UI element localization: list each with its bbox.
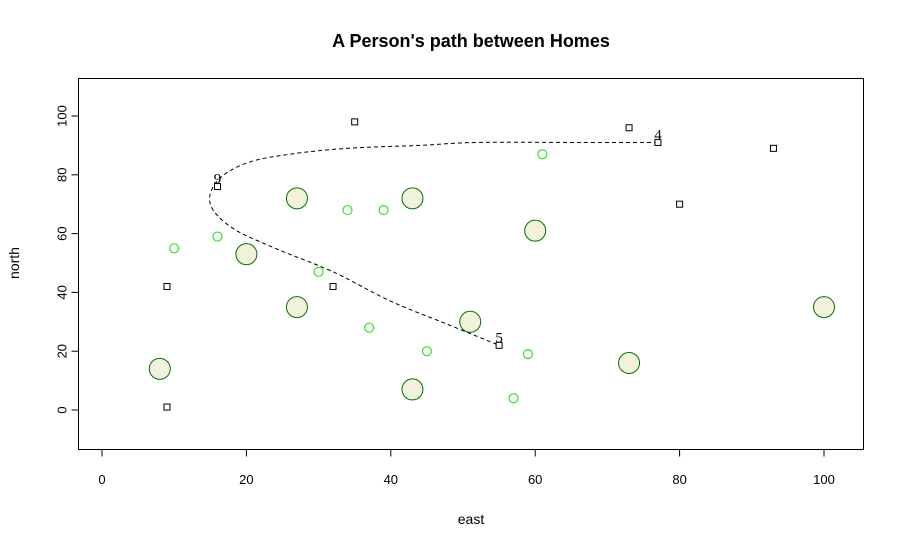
square-point <box>329 283 337 291</box>
large-circle-point <box>285 187 308 210</box>
plot-frame <box>78 78 864 450</box>
point-label: 5 <box>495 330 503 346</box>
square-point <box>214 183 222 191</box>
y-tick-label: 100 <box>55 105 70 127</box>
large-circle-point <box>148 357 171 380</box>
x-tick-label: 80 <box>672 472 686 487</box>
small-circle-point <box>508 393 519 404</box>
point-labels-layer: 9 4 5 <box>214 127 662 346</box>
small-circle-point <box>212 231 223 242</box>
square-point <box>495 341 503 349</box>
square-point <box>163 403 171 411</box>
large-circle-point <box>618 351 641 374</box>
point-label: 4 <box>654 127 662 143</box>
y-tick-label: 80 <box>55 168 70 182</box>
y-axis-label: north <box>6 247 22 279</box>
points-layer <box>148 118 835 411</box>
small-circle-point <box>378 204 389 216</box>
square-point <box>769 144 777 152</box>
large-circle-point <box>235 243 258 266</box>
x-axis: 0 20 40 60 80 100 <box>98 449 835 487</box>
small-circle-point <box>522 349 534 360</box>
small-circle-point <box>313 266 324 277</box>
y-tick-label: 60 <box>55 226 70 240</box>
square-point <box>625 124 633 132</box>
x-tick-label: 60 <box>528 472 542 487</box>
large-circle-point <box>401 378 424 401</box>
x-tick-label: 0 <box>98 472 105 487</box>
small-circle-point <box>342 204 353 216</box>
y-tick-label: 20 <box>55 344 70 358</box>
x-tick-label: 20 <box>239 472 253 487</box>
large-circle-point <box>524 219 547 242</box>
person-path-line <box>209 141 658 346</box>
x-tick-label: 100 <box>813 472 835 487</box>
small-circle-point <box>364 322 375 333</box>
y-tick-label: 40 <box>55 285 70 299</box>
large-circle-point <box>285 296 308 319</box>
large-circle-point <box>401 187 424 210</box>
small-circle-point <box>537 149 548 160</box>
large-circle-point <box>459 310 482 333</box>
square-point <box>351 118 359 126</box>
square-point <box>163 283 171 291</box>
x-tick-label: 40 <box>384 472 398 487</box>
y-axis: 0 20 40 60 80 100 <box>55 105 79 414</box>
x-axis-label: east <box>458 511 485 527</box>
chart-title: A Person's path between Homes <box>332 31 610 51</box>
large-circle-point <box>813 296 835 319</box>
small-circle-point <box>169 243 180 254</box>
square-point <box>654 138 662 146</box>
square-point <box>676 200 684 208</box>
point-label: 9 <box>214 172 222 188</box>
y-tick-label: 0 <box>55 406 70 413</box>
path-layer <box>209 141 658 346</box>
small-circle-point <box>421 346 432 357</box>
